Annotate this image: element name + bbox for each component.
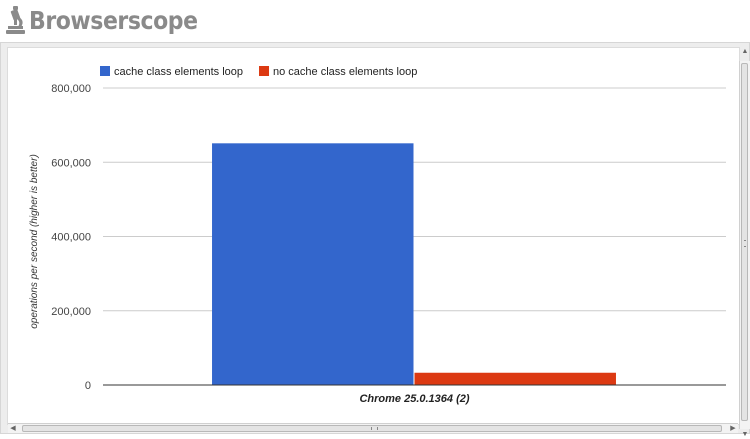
scroll-right-arrow-icon[interactable]: ▶ [730, 425, 736, 432]
chart-frame: 0 200,000 400,000 600,000 800,000 Chrome 25.0… [0, 42, 750, 438]
bar-no-cache[interactable] [414, 372, 616, 385]
legend-label[interactable]: no cache class elements loop [273, 66, 417, 78]
bar-cache[interactable] [212, 143, 414, 385]
bar-chart: 0 200,000 400,000 600,000 800,000 Chrome 25.0… [29, 66, 726, 405]
y-tick-label: 400,000 [51, 232, 91, 244]
vertical-scrollbar[interactable]: ▲ ▼ [739, 48, 750, 438]
browserscope-logo[interactable]: Browserscope [4, 4, 221, 36]
y-tick-label: 0 [85, 380, 91, 392]
scroll-up-arrow-icon[interactable]: ▲ [741, 48, 749, 55]
legend-swatch [259, 66, 270, 76]
scroll-down-arrow-icon[interactable]: ▼ [741, 431, 749, 438]
legend-swatch [100, 66, 110, 76]
y-axis-title: operations per second (higher is better) [29, 154, 40, 329]
horizontal-scroll-thumb[interactable] [22, 425, 722, 432]
y-tick-label: 800,000 [51, 83, 91, 95]
chart-area: 0 200,000 400,000 600,000 800,000 Chrome 25.0… [7, 47, 740, 425]
scroll-left-arrow-icon[interactable]: ◀ [10, 425, 16, 432]
legend-label[interactable]: cache class elements loop [114, 66, 243, 78]
vertical-scroll-thumb[interactable] [741, 63, 748, 421]
page-header: Browserscope [0, 0, 750, 42]
scroll-grip-icon [744, 240, 746, 247]
logo-text: Browserscope [29, 5, 198, 35]
y-tick-label: 600,000 [51, 157, 91, 169]
y-tick-label: 200,000 [51, 306, 91, 318]
x-tick-label: Chrome 25.0.1364 (2) [359, 393, 469, 405]
horizontal-scrollbar[interactable]: ◀ ▶ [8, 423, 738, 433]
scroll-grip-icon [371, 427, 378, 430]
microscope-icon [6, 6, 25, 34]
